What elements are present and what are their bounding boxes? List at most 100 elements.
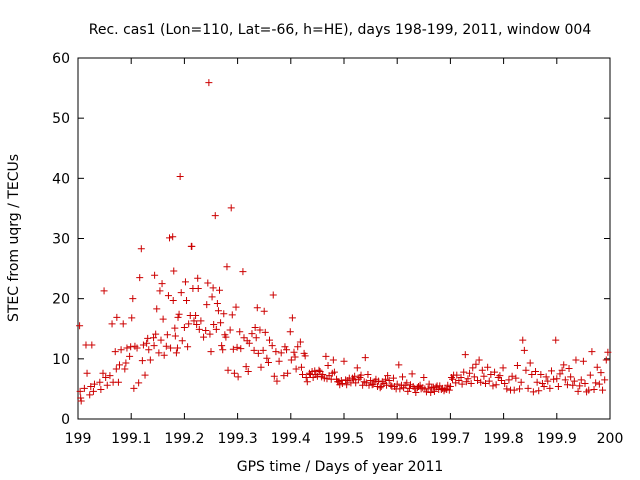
data-point [547, 367, 555, 375]
data-point [180, 324, 188, 332]
data-point [364, 370, 372, 378]
data-point [508, 372, 516, 380]
data-point [160, 351, 168, 359]
data-point [424, 385, 432, 393]
x-tick-label: 199.5 [324, 431, 364, 447]
data-point [445, 386, 453, 394]
data-point [126, 352, 134, 360]
data-point [102, 373, 110, 381]
data-point [533, 378, 541, 386]
data-point [425, 380, 433, 388]
data-point [588, 348, 596, 356]
data-point [420, 373, 428, 381]
data-point [239, 268, 247, 276]
data-point [204, 279, 212, 287]
data-point [446, 383, 454, 391]
data-point [528, 370, 536, 378]
data-point [143, 339, 151, 347]
data-point [269, 291, 277, 299]
data-point [174, 313, 182, 321]
data-point [90, 380, 98, 388]
data-point [145, 346, 153, 354]
data-point [214, 307, 222, 315]
data-point [497, 376, 505, 384]
data-point [139, 341, 147, 349]
data-point [270, 372, 278, 380]
data-point [553, 375, 561, 383]
data-point [505, 376, 513, 384]
data-point [291, 353, 299, 361]
data-point [599, 386, 607, 394]
data-point [457, 373, 465, 381]
data-point [389, 374, 397, 382]
data-point [412, 389, 420, 397]
data-point [188, 242, 196, 250]
data-point [195, 325, 203, 333]
data-point [141, 371, 149, 379]
data-point [210, 321, 218, 329]
data-point [312, 370, 320, 378]
data-point [286, 328, 294, 336]
data-point [354, 375, 362, 383]
axis-ticks [77, 57, 611, 420]
data-point [240, 334, 248, 342]
data-point [570, 377, 578, 385]
data-point [453, 371, 461, 379]
data-point [114, 378, 122, 386]
data-point [353, 364, 361, 372]
data-point [294, 343, 302, 351]
y-tick-label: 30 [52, 232, 70, 248]
data-point [319, 370, 327, 378]
data-point [352, 379, 360, 387]
y-tick-label: 40 [52, 171, 70, 187]
data-point [474, 376, 482, 384]
data-point [469, 364, 477, 372]
data-point [357, 371, 365, 379]
data-point [250, 346, 258, 354]
data-point [303, 378, 311, 386]
data-point [475, 356, 483, 364]
data-point [115, 361, 123, 369]
data-point [399, 373, 407, 381]
data-point [202, 327, 210, 335]
chart-title: Rec. cas1 (Lon=110, Lat=-66, h=HE), days… [89, 22, 592, 38]
data-point [264, 358, 272, 366]
data-point [158, 280, 166, 288]
data-point [155, 349, 163, 357]
data-point [604, 348, 612, 356]
data-point [462, 378, 470, 386]
data-point [517, 378, 525, 386]
data-point [254, 349, 262, 357]
data-point [313, 372, 321, 380]
data-point [76, 387, 84, 395]
data-point [296, 338, 304, 346]
data-point [359, 381, 367, 389]
data-point [315, 366, 323, 374]
data-point [558, 366, 566, 374]
data-point [297, 363, 305, 371]
data-point [484, 363, 492, 371]
data-point [216, 286, 224, 294]
x-tick-label: 199 [65, 431, 92, 447]
data-point [280, 372, 288, 380]
data-point [206, 330, 214, 338]
data-point [103, 381, 111, 389]
x-tick-label: 199.4 [271, 431, 311, 447]
data-point [259, 346, 267, 354]
data-point [540, 383, 548, 391]
data-point [268, 342, 276, 350]
data-point [520, 346, 528, 354]
data-point [487, 370, 495, 378]
data-point [245, 339, 253, 347]
data-point [387, 381, 395, 389]
data-point [207, 348, 215, 356]
data-point [203, 301, 211, 309]
data-point [177, 289, 185, 297]
data-point [77, 397, 85, 405]
data-point [218, 342, 226, 350]
data-point [340, 357, 348, 365]
data-point [127, 343, 135, 351]
data-point [178, 337, 186, 345]
data-point [287, 356, 295, 364]
data-point [281, 343, 289, 351]
